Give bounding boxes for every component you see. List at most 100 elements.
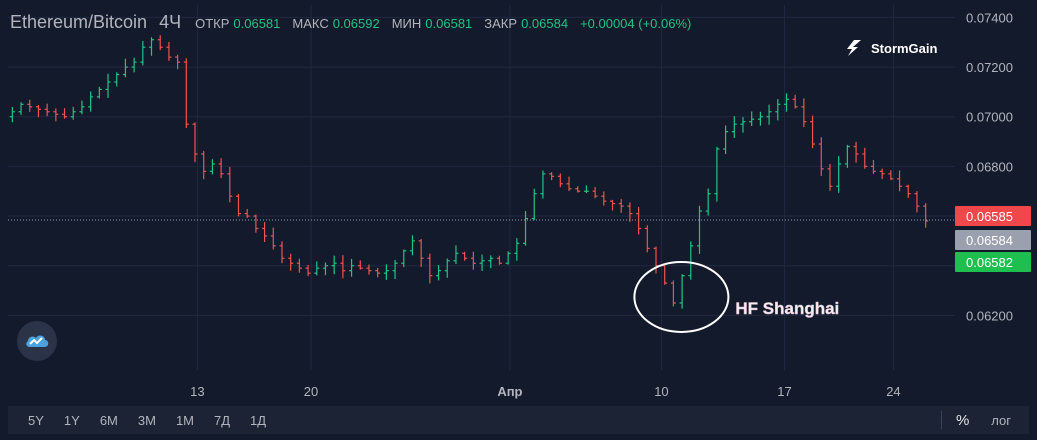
candle <box>131 57 137 73</box>
candle <box>418 238 424 267</box>
candle <box>35 104 41 118</box>
candle <box>888 170 894 181</box>
candle <box>740 117 746 133</box>
range-6m-button[interactable]: 6M <box>99 412 118 428</box>
close-label: ЗАКР <box>484 16 518 31</box>
range-1d-button[interactable]: 1Д <box>250 412 267 428</box>
candle <box>583 185 589 194</box>
candle <box>96 86 102 99</box>
candle <box>818 137 824 176</box>
candle <box>470 251 476 270</box>
candle <box>166 41 172 61</box>
price-chart[interactable]: 0.074000.072000.070000.068000.066000.064… <box>0 0 1037 405</box>
range-1y-button[interactable]: 1Y <box>63 412 80 428</box>
candle <box>375 267 381 278</box>
candle <box>366 264 372 275</box>
candle <box>140 40 146 66</box>
x-tick-label: 13 <box>190 384 204 399</box>
high-label: МАКС <box>292 16 329 31</box>
candle <box>27 99 33 112</box>
brand-name: StormGain <box>871 40 938 56</box>
candle <box>653 246 659 274</box>
candle <box>314 261 320 276</box>
candle <box>218 158 224 179</box>
low-label: МИН <box>391 16 422 31</box>
candle <box>592 186 598 199</box>
candle <box>670 280 676 307</box>
candle <box>288 253 294 271</box>
high-value: 0.06592 <box>332 16 380 31</box>
open-value: 0.06581 <box>233 16 281 31</box>
candle <box>783 93 789 112</box>
candle <box>305 264 311 277</box>
toolbar-right: % лог <box>940 411 1029 429</box>
candle <box>114 72 120 87</box>
candle <box>557 173 563 188</box>
candle <box>88 91 94 112</box>
candle <box>844 144 850 168</box>
candle <box>270 227 276 250</box>
candle <box>392 260 398 280</box>
candle <box>340 255 346 279</box>
price-tag-label: 0.06584 <box>966 233 1013 248</box>
x-tick-label: Апр <box>497 384 522 399</box>
candle <box>618 199 624 213</box>
candle <box>540 170 546 199</box>
candle <box>462 251 468 261</box>
candle <box>714 146 720 202</box>
candle <box>853 141 859 163</box>
candlestick-series <box>9 35 929 309</box>
range-1m-button[interactable]: 1M <box>175 412 194 428</box>
price-tag-down: 0.06585 <box>955 206 1031 226</box>
candle <box>905 184 911 198</box>
range-7d-button[interactable]: 7Д <box>214 412 231 428</box>
candle <box>9 106 15 123</box>
candle <box>636 206 642 235</box>
candle <box>444 258 450 278</box>
candle <box>331 255 337 275</box>
candle <box>122 58 128 78</box>
candle <box>531 188 537 221</box>
candle <box>897 170 903 192</box>
timeframe-label: 4Ч <box>159 12 182 32</box>
candle <box>209 159 215 175</box>
annotation-label: HF Shanghai <box>735 299 839 318</box>
candle <box>479 254 485 271</box>
candle <box>549 172 555 181</box>
candle <box>731 116 737 138</box>
candle <box>697 205 702 254</box>
candle <box>105 73 111 98</box>
candle <box>566 176 572 192</box>
x-tick-label: 20 <box>304 384 318 399</box>
candle <box>923 203 929 228</box>
candle <box>914 191 920 213</box>
candle <box>862 147 868 169</box>
candle <box>296 258 302 273</box>
percent-scale-toggle[interactable]: % <box>955 411 970 429</box>
candle <box>775 99 781 121</box>
annotation-circle <box>633 260 730 333</box>
candle <box>18 102 24 115</box>
candle <box>227 166 233 203</box>
candle <box>792 94 798 109</box>
close-value: 0.06584 <box>521 16 569 31</box>
x-tick-label: 10 <box>654 384 668 399</box>
candle <box>723 125 729 154</box>
candle <box>62 108 68 119</box>
range-3m-button[interactable]: 3M <box>137 412 156 428</box>
candle <box>505 251 511 265</box>
toolbar-divider <box>940 411 942 429</box>
range-5y-button[interactable]: 5Y <box>28 412 44 428</box>
y-tick-label: 0.06800 <box>966 159 1013 174</box>
candle <box>610 199 616 211</box>
candle <box>496 255 502 265</box>
candle <box>749 111 755 127</box>
candle <box>409 235 415 256</box>
candle <box>192 122 198 163</box>
tradingview-button[interactable] <box>17 321 57 361</box>
log-scale-toggle[interactable]: лог <box>991 412 1011 428</box>
candle <box>679 274 685 309</box>
y-tick-label: 0.07000 <box>966 110 1013 125</box>
candle <box>427 253 433 284</box>
candle <box>349 258 355 277</box>
